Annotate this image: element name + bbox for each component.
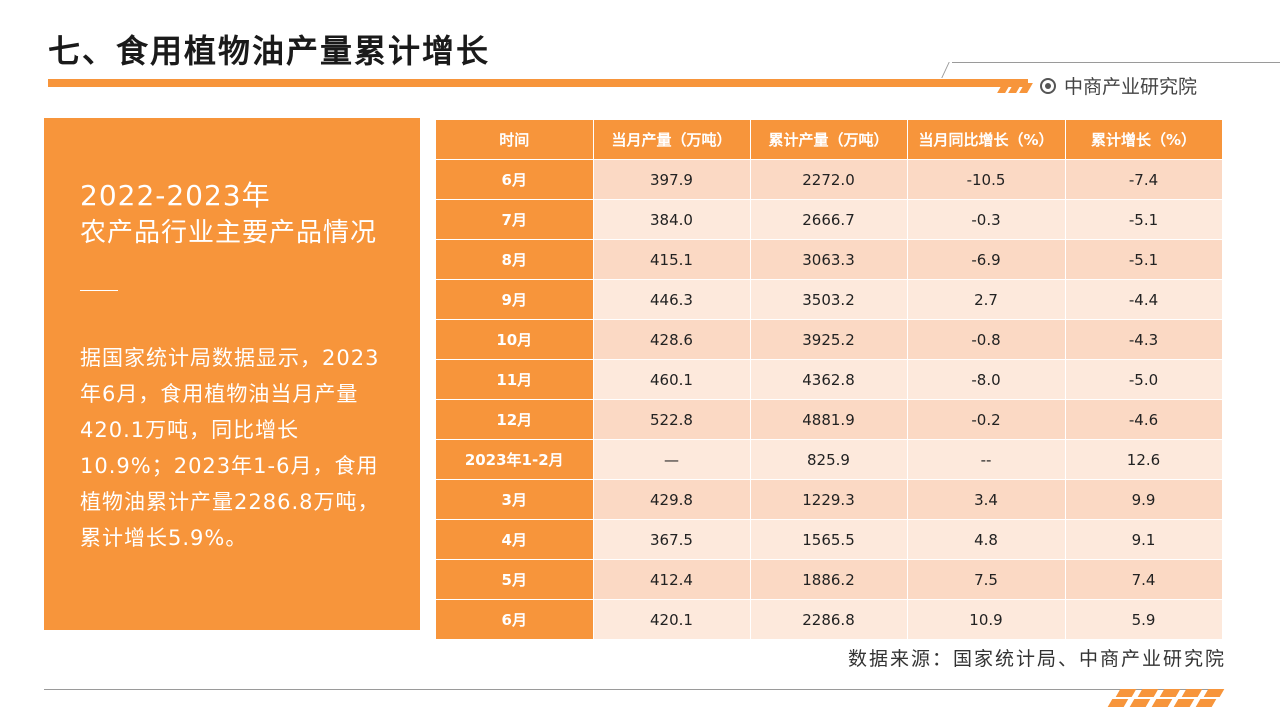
cell-cumulative-growth: -7.4 bbox=[1065, 159, 1223, 200]
cell-cumulative-growth: 9.9 bbox=[1065, 479, 1223, 520]
cell-monthly-yoy: -0.2 bbox=[907, 399, 1066, 440]
cell-time: 10月 bbox=[436, 319, 594, 360]
cell-cumulative-output: 3063.3 bbox=[750, 239, 908, 280]
cell-time: 11月 bbox=[436, 359, 594, 400]
panel-year: 2022-2023年 bbox=[80, 179, 271, 212]
cell-cumulative-output: 825.9 bbox=[750, 439, 908, 480]
bottom-divider-line bbox=[44, 689, 1220, 690]
brand-name: 中商产业研究院 bbox=[1064, 76, 1198, 98]
cell-cumulative-output: 1229.3 bbox=[750, 479, 908, 520]
cell-cumulative-output: 1886.2 bbox=[750, 559, 908, 600]
cell-monthly-yoy: -- bbox=[907, 439, 1066, 480]
cell-cumulative-growth: -4.3 bbox=[1065, 319, 1223, 360]
table-row: 3月 429.8 1229.3 3.4 9.9 bbox=[436, 479, 1223, 520]
cell-monthly-yoy: 2.7 bbox=[907, 279, 1066, 320]
cell-cumulative-growth: -5.1 bbox=[1065, 239, 1223, 280]
table-header-row: 时间 当月产量（万吨） 累计产量（万吨） 当月同比增长（%） 累计增长（%） bbox=[436, 120, 1223, 160]
cell-time: 8月 bbox=[436, 239, 594, 280]
cell-cumulative-output: 1565.5 bbox=[750, 519, 908, 560]
cell-time: 2023年1-2月 bbox=[436, 439, 594, 480]
cell-cumulative-output: 4362.8 bbox=[750, 359, 908, 400]
table-row: 5月 412.4 1886.2 7.5 7.4 bbox=[436, 559, 1223, 600]
production-table: 时间 当月产量（万吨） 累计产量（万吨） 当月同比增长（%） 累计增长（%） 6… bbox=[436, 120, 1223, 640]
cell-cumulative-growth: -5.1 bbox=[1065, 199, 1223, 240]
cell-monthly-output: 428.6 bbox=[593, 319, 751, 360]
data-source: 数据来源：国家统计局、中商产业研究院 bbox=[847, 648, 1226, 670]
cell-monthly-output: 446.3 bbox=[593, 279, 751, 320]
cell-cumulative-output: 2272.0 bbox=[750, 159, 908, 200]
table-row: 9月 446.3 3503.2 2.7 -4.4 bbox=[436, 279, 1223, 320]
cell-cumulative-output: 3503.2 bbox=[750, 279, 908, 320]
cell-monthly-output: — bbox=[593, 439, 751, 480]
cell-monthly-yoy: 10.9 bbox=[907, 599, 1066, 640]
cell-cumulative-growth: -5.0 bbox=[1065, 359, 1223, 400]
brand-circle-icon bbox=[1040, 77, 1056, 94]
brand-logo: 中商产业研究院 bbox=[1040, 72, 1197, 99]
table-row: 4月 367.5 1565.5 4.8 9.1 bbox=[436, 519, 1223, 560]
cell-cumulative-growth: 12.6 bbox=[1065, 439, 1223, 480]
table-row: 10月 428.6 3925.2 -0.8 -4.3 bbox=[436, 319, 1223, 360]
cell-monthly-yoy: 4.8 bbox=[907, 519, 1066, 560]
cell-monthly-yoy: -8.0 bbox=[907, 359, 1066, 400]
table-row: 8月 415.1 3063.3 -6.9 -5.1 bbox=[436, 239, 1223, 280]
cell-monthly-output: 412.4 bbox=[593, 559, 751, 600]
header-time: 时间 bbox=[436, 120, 594, 160]
header-monthly-yoy: 当月同比增长（%） bbox=[907, 120, 1066, 160]
title-stripe-decoration bbox=[997, 78, 1033, 93]
cell-monthly-output: 460.1 bbox=[593, 359, 751, 400]
panel-subtitle: 农产品行业主要产品情况 bbox=[80, 218, 378, 248]
cell-monthly-output: 415.1 bbox=[593, 239, 751, 280]
panel-body-text: 据国家统计局数据显示，2023年6月，食用植物油当月产量420.1万吨，同比增长… bbox=[80, 346, 380, 550]
cell-monthly-output: 522.8 bbox=[593, 399, 751, 440]
cell-monthly-yoy: 7.5 bbox=[907, 559, 1066, 600]
cell-time: 12月 bbox=[436, 399, 594, 440]
table-row: 6月 420.1 2286.8 10.9 5.9 bbox=[436, 599, 1223, 640]
title-underline-bar bbox=[48, 79, 1028, 87]
cell-cumulative-output: 2286.8 bbox=[750, 599, 908, 640]
header-cumulative-growth: 累计增长（%） bbox=[1065, 120, 1223, 160]
title-divider-line bbox=[952, 62, 1280, 63]
table-row: 12月 522.8 4881.9 -0.2 -4.6 bbox=[436, 399, 1223, 440]
cell-time: 3月 bbox=[436, 479, 594, 520]
table-row: 7月 384.0 2666.7 -0.3 -5.1 bbox=[436, 199, 1223, 240]
cell-monthly-yoy: 3.4 bbox=[907, 479, 1066, 520]
panel-divider bbox=[80, 290, 118, 291]
title-divider-slant bbox=[941, 62, 950, 78]
cell-time: 6月 bbox=[436, 159, 594, 200]
cell-monthly-yoy: -10.5 bbox=[907, 159, 1066, 200]
cell-monthly-yoy: -6.9 bbox=[907, 239, 1066, 280]
header-monthly-output: 当月产量（万吨） bbox=[593, 120, 751, 160]
table-row: 6月 397.9 2272.0 -10.5 -7.4 bbox=[436, 159, 1223, 200]
cell-cumulative-growth: -4.4 bbox=[1065, 279, 1223, 320]
summary-panel: 2022-2023年 农产品行业主要产品情况 据国家统计局数据显示，2023年6… bbox=[44, 118, 420, 630]
cell-time: 4月 bbox=[436, 519, 594, 560]
cell-monthly-output: 420.1 bbox=[593, 599, 751, 640]
table-row: 2023年1-2月 —825.9 -- 12.6 bbox=[436, 439, 1223, 480]
table-body: 6月 397.9 2272.0 -10.5 -7.4 7月 384.0 2666.7 -0.3-… bbox=[436, 159, 1223, 640]
cell-monthly-yoy: -0.8 bbox=[907, 319, 1066, 360]
header-cumulative-output: 累计产量（万吨） bbox=[750, 120, 908, 160]
cell-monthly-output: 429.8 bbox=[593, 479, 751, 520]
cell-time: 5月 bbox=[436, 559, 594, 600]
cell-time: 9月 bbox=[436, 279, 594, 320]
cell-cumulative-growth: -4.6 bbox=[1065, 399, 1223, 440]
page-title: 七、食用植物油产量累计增长 bbox=[48, 32, 491, 70]
cell-cumulative-growth: 7.4 bbox=[1065, 559, 1223, 600]
cell-time: 7月 bbox=[436, 199, 594, 240]
cell-monthly-output: 397.9 bbox=[593, 159, 751, 200]
cell-cumulative-output: 2666.7 bbox=[750, 199, 908, 240]
cell-cumulative-growth: 9.1 bbox=[1065, 519, 1223, 560]
cell-monthly-output: 367.5 bbox=[593, 519, 751, 560]
cell-cumulative-output: 4881.9 bbox=[750, 399, 908, 440]
cell-cumulative-growth: 5.9 bbox=[1065, 599, 1223, 640]
cell-monthly-yoy: -0.3 bbox=[907, 199, 1066, 240]
bottom-stripe-decoration bbox=[1107, 682, 1228, 707]
cell-monthly-output: 384.0 bbox=[593, 199, 751, 240]
cell-cumulative-output: 3925.2 bbox=[750, 319, 908, 360]
table-row: 11月 460.1 4362.8 -8.0 -5.0 bbox=[436, 359, 1223, 400]
cell-time: 6月 bbox=[436, 599, 594, 640]
